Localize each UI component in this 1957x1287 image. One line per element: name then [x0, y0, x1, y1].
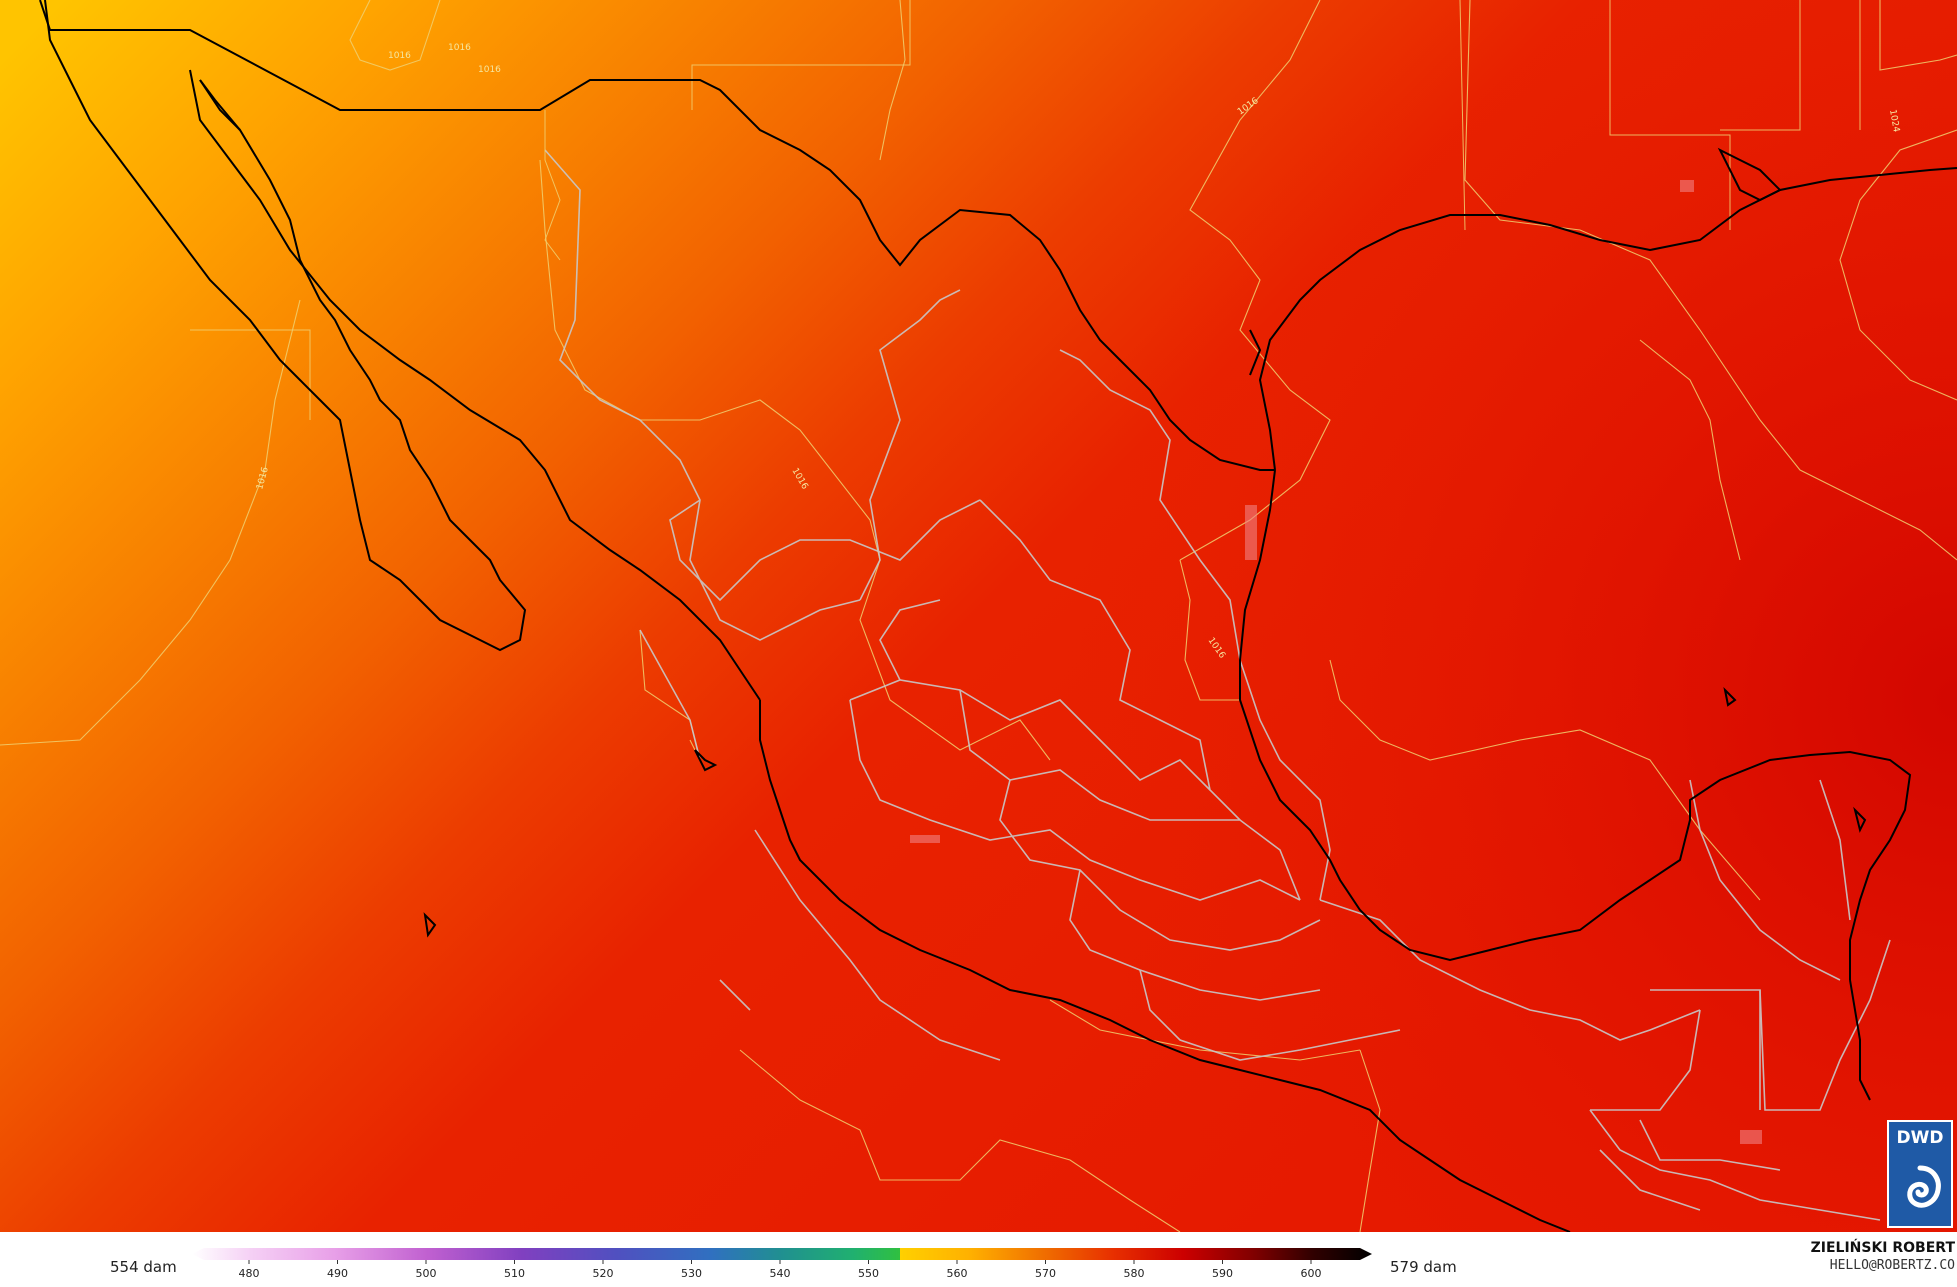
us-state-lines — [190, 0, 1861, 420]
color-scale-tick-label: 510 — [504, 1267, 525, 1280]
author-credit: ZIELIŃSKI ROBERT HELLO@ROBERTZ.CO — [1811, 1240, 1955, 1273]
range-max-label: 579 dam — [1390, 1258, 1457, 1276]
legend-footer: 554 dam — [0, 1232, 1957, 1287]
isobar-label: 1016 — [478, 65, 501, 75]
color-scale-tick-label: 600 — [1301, 1267, 1322, 1280]
administrative-borders — [544, 149, 1891, 1221]
color-scale-tick-label: 590 — [1212, 1267, 1233, 1280]
color-scale-tick-label: 580 — [1124, 1267, 1145, 1280]
weather-map: 1016 1016 1016 1016 1016 1016 1016 1024 — [0, 0, 1957, 1232]
coastlines — [39, 0, 1957, 1232]
lakes — [910, 180, 1762, 1144]
isobar-label: 1024 — [1887, 109, 1901, 134]
color-scale-tick-label: 500 — [416, 1267, 437, 1280]
dwd-logo: DWD — [1887, 1120, 1953, 1228]
color-scale-bar — [192, 1248, 1372, 1260]
color-scale: 480 490 500 510 520 530 540 550 560 570 580 590 600 — [192, 1248, 1372, 1280]
isobar-label: 1016 — [388, 51, 411, 61]
range-min-label: 554 dam — [110, 1258, 177, 1276]
isobar-label: 1016 — [448, 43, 471, 53]
color-scale-tick-label: 540 — [770, 1267, 791, 1280]
color-scale-tick-label: 560 — [947, 1267, 968, 1280]
color-scale-tick-label: 480 — [239, 1267, 260, 1280]
author-email: HELLO@ROBERTZ.CO — [1829, 1258, 1955, 1273]
color-scale-tick-label: 550 — [858, 1267, 879, 1280]
author-name: ZIELIŃSKI ROBERT — [1810, 1240, 1955, 1256]
color-scale-tick-label: 530 — [681, 1267, 702, 1280]
dwd-logo-text: DWD — [1896, 1128, 1944, 1148]
color-scale-tick-label: 520 — [593, 1267, 614, 1280]
color-scale-tick-label: 490 — [327, 1267, 348, 1280]
geopotential-high-area — [0, 0, 1957, 1232]
color-scale-tick-label: 570 — [1035, 1267, 1056, 1280]
dwd-swirl-icon — [1896, 1158, 1944, 1218]
